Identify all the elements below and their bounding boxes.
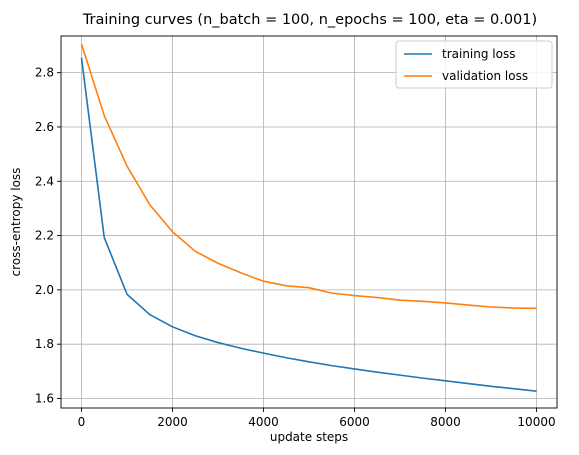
series-line-validation-loss [80, 43, 537, 310]
legend-box [395, 40, 553, 89]
x-tick-label: 8000 [430, 415, 461, 429]
series-line-training-loss [80, 57, 537, 392]
y-tick-label: 2.2 [35, 229, 54, 243]
y-axis-label: cross-entropy loss [9, 168, 23, 277]
chart-title: Training curves (n_batch = 100, n_epochs… [82, 12, 537, 28]
axis-ticks: 0 2000 4000 6000 8000 10000 1.6 1.8 2.0 2.2 2.4 2.6… [35, 66, 556, 429]
plot-frame [60, 35, 558, 409]
y-tick-label: 1.6 [35, 391, 54, 405]
x-tick-label: 10000 [517, 415, 555, 429]
x-tick-label: 0 [78, 415, 86, 429]
y-tick-label: 2.0 [35, 283, 54, 297]
y-tick-label: 1.8 [35, 337, 54, 351]
x-tick-label: 6000 [339, 415, 370, 429]
y-tick-label: 2.8 [35, 66, 54, 80]
legend-label: training loss [442, 47, 515, 61]
legend-label: validation loss [442, 69, 528, 83]
legend: training loss validation loss [395, 40, 553, 89]
y-tick-label: 2.6 [35, 120, 54, 134]
y-tick-label: 2.4 [35, 174, 54, 188]
x-tick-label: 4000 [248, 415, 279, 429]
series-layer [80, 43, 537, 392]
x-axis-label: update steps [270, 430, 348, 444]
grid-lines [61, 36, 557, 408]
x-tick-label: 2000 [157, 415, 188, 429]
